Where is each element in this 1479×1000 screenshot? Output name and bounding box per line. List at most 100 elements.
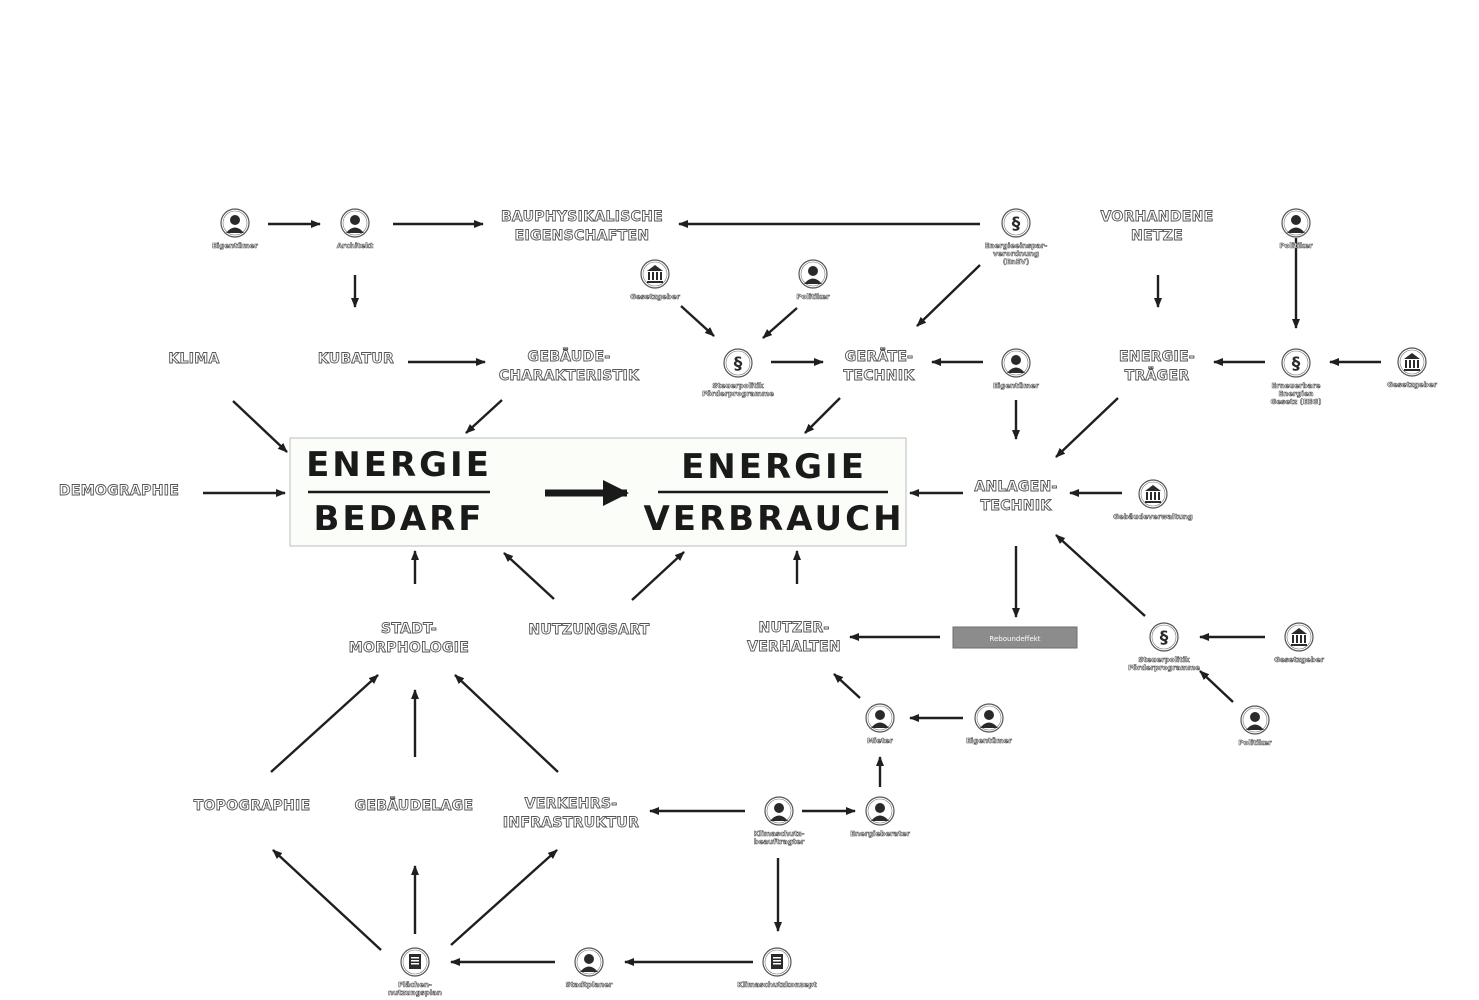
actor-gebaeudeverwaltung: Gebäudeverwaltung <box>1113 479 1193 521</box>
document-icon <box>400 947 430 977</box>
arrow <box>1055 534 1146 617</box>
actor-label: Stadtplaner <box>566 981 613 989</box>
person-icon <box>798 259 828 289</box>
arrow <box>833 673 861 699</box>
node-gebaeudelage: GEBÄUDELAGE <box>355 797 474 814</box>
rebound-effect-label: Reboundeffekt <box>989 635 1040 643</box>
energie-bedarf-top: ENERGIE <box>306 445 492 485</box>
actor-steuerpolitik-2: Steuerpolitik Förderprogramme <box>1128 622 1200 672</box>
paragraph-icon <box>1149 622 1179 652</box>
energie-bedarf-bottom: BEDARF <box>313 499 484 539</box>
actor-politiker-2: Politiker <box>796 259 830 301</box>
actor-politiker-3: Politiker <box>1238 705 1272 747</box>
arrow <box>804 397 841 434</box>
building-icon <box>640 259 670 289</box>
arrow <box>631 551 685 601</box>
person-icon <box>340 208 370 238</box>
actor-label: Architekt <box>337 242 374 250</box>
actor-steuerpolitik: Steuerpolitik Förderprogramme <box>702 348 774 398</box>
arrow <box>465 399 503 434</box>
actor-stadtplaner: Stadtplaner <box>565 947 613 989</box>
actor-politiker-1: Politiker <box>1279 208 1313 250</box>
actor-eeg: Erneuerbare Energien Gesetz (EEG) <box>1270 348 1322 406</box>
building-icon <box>1284 622 1314 652</box>
arrow <box>1199 670 1234 703</box>
node-topographie: TOPOGRAPHIE <box>194 798 311 814</box>
actor-label: Gesetzgeber <box>1274 656 1324 664</box>
node-labels: BAUPHYSIKALISCHE EIGENSCHAFTEN VORHANDENE N… <box>58 209 1213 832</box>
person-icon <box>764 796 794 826</box>
actor-mieter: Mieter <box>865 703 895 745</box>
rebound-effect-box <box>952 626 1078 649</box>
actor-label: Mieter <box>867 737 893 745</box>
person-icon <box>220 208 250 238</box>
node-bauphysik: BAUPHYSIKALISCHE EIGENSCHAFTEN <box>501 209 663 244</box>
actor-eigentuemer-2: Eigentümer <box>993 348 1040 390</box>
actor-label: Flächen-nutzungsplan <box>388 981 442 997</box>
actor-label: Eigentümer <box>212 242 258 250</box>
node-kubatur: KUBATUR <box>318 351 394 367</box>
actor-label: Eigentümer <box>966 737 1012 745</box>
actor-klimaschutz-beauftragter: Klimaschutz-beauftragter <box>753 796 805 846</box>
actor-architekt: Architekt <box>336 208 374 250</box>
node-anlagentechnik: ANLAGEN-TECHNIK <box>974 479 1057 514</box>
actor-label: Energieeinspar-verordnung (EnEV) <box>985 242 1048 266</box>
actor-gesetzgeber-3: Gesetzgeber <box>1274 622 1325 664</box>
person-icon <box>1281 208 1311 238</box>
actor-label: Politiker <box>1238 739 1272 747</box>
energie-verbrauch-bottom: VERBRAUCH <box>643 499 904 539</box>
node-stadtmorphologie: STADT-MORPHOLOGIE <box>349 621 469 656</box>
building-icon <box>1397 347 1427 377</box>
node-verkehrsinfrastruktur: VERKEHRS-INFRASTRUKTUR <box>503 796 639 831</box>
person-icon <box>865 796 895 826</box>
arrow <box>1055 397 1119 458</box>
paragraph-icon <box>1001 208 1031 238</box>
node-demographie: DEMOGRAPHIE <box>59 483 179 499</box>
actor-flaechennutzungsplan: Flächen-nutzungsplan <box>388 947 442 997</box>
node-vorhandene-netze: VORHANDENE NETZE <box>1100 209 1213 244</box>
energie-verbrauch-top: ENERGIE <box>681 447 867 487</box>
arrow <box>272 849 382 951</box>
node-klima: KLIMA <box>168 351 219 367</box>
actor-label: Steuerpolitik Förderprogramme <box>1128 656 1200 672</box>
arrow <box>454 674 559 773</box>
actor-enev: Energieeinspar-verordnung (EnEV) <box>984 208 1048 266</box>
actor-eigentuemer-1: Eigentümer <box>212 208 259 250</box>
actor-label: Eigentümer <box>993 382 1039 390</box>
actor-label: Klimaschutz-beauftragter <box>754 830 805 846</box>
actor-label: Klimaschutzkonzept <box>737 981 817 989</box>
arrow <box>270 674 379 773</box>
actor-label: Erneuerbare Energien Gesetz (EEG) <box>1271 382 1322 406</box>
document-icon <box>762 947 792 977</box>
arrow <box>916 264 981 327</box>
paragraph-icon <box>723 348 753 378</box>
actor-gesetzgeber-1: Gesetzgeber <box>630 259 681 301</box>
paragraph-icon <box>1281 348 1311 378</box>
building-icon <box>1138 479 1168 509</box>
arrow <box>503 552 555 600</box>
actor-label: Gesetzgeber <box>630 293 680 301</box>
node-nutzungsart: NUTZUNGSART <box>528 622 649 638</box>
actor-label: Gebäudeverwaltung <box>1113 513 1193 521</box>
arrow <box>762 307 798 339</box>
actor-label: Politiker <box>1279 242 1313 250</box>
person-icon <box>974 703 1004 733</box>
actor-eigentuemer-3: Eigentümer <box>966 703 1013 745</box>
person-icon <box>1001 348 1031 378</box>
arrows <box>203 220 1381 966</box>
person-icon <box>574 947 604 977</box>
actor-energieberater: Energieberater <box>850 796 911 838</box>
arrow <box>232 400 288 453</box>
arrow <box>450 849 558 946</box>
actor-klimaschutzkonzept: Klimaschutzkonzept <box>737 947 818 989</box>
actor-label: Steuerpolitik Förderprogramme <box>702 382 774 398</box>
actor-label: Gesetzgeber <box>1387 381 1437 389</box>
person-icon <box>1240 705 1270 735</box>
node-energietraeger: ENERGIE-TRÄGER <box>1119 349 1195 384</box>
actors: Eigentümer Architekt Energieeinspar-verord… <box>212 208 1438 997</box>
actor-label: Energieberater <box>850 830 910 838</box>
actor-label: Politiker <box>796 293 830 301</box>
actor-gesetzgeber-2: Gesetzgeber <box>1387 347 1438 389</box>
node-gebaeude-char: GEBÄUDE-CHARAKTERISTIK <box>499 348 640 384</box>
